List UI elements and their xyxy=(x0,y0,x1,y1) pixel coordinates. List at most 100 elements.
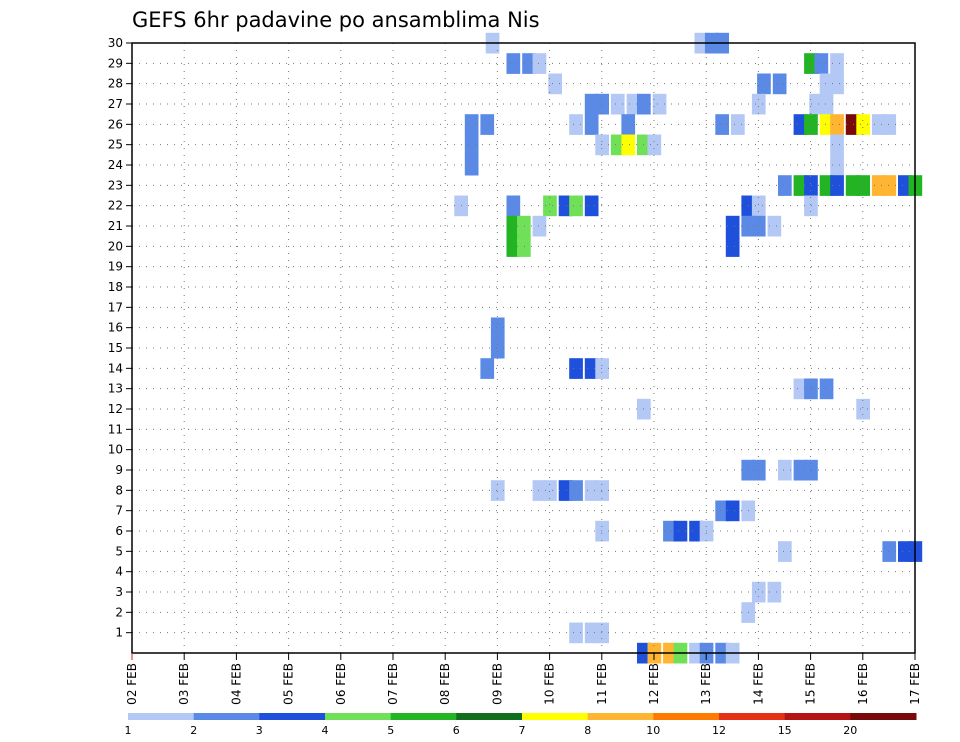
heatmap-cell xyxy=(490,337,505,359)
heatmap-cell xyxy=(793,378,808,400)
x-tick-label: 14 FEB xyxy=(751,663,765,705)
heatmap-cell xyxy=(772,73,787,95)
heatmap-cell xyxy=(517,236,531,257)
heatmap-cell xyxy=(584,114,599,135)
colorbar-label: 7 xyxy=(519,724,526,737)
heatmap-cell xyxy=(621,134,636,156)
y-axis: 1234567891011121314151617181920212223242… xyxy=(108,36,132,640)
y-tick-label: 3 xyxy=(115,585,123,599)
x-tick-label: 05 FEB xyxy=(282,663,296,705)
y-tick-label: 4 xyxy=(115,565,123,579)
x-tick-label: 08 FEB xyxy=(438,663,452,705)
colorbar-swatch xyxy=(587,713,654,720)
heatmap-cell xyxy=(830,73,844,95)
heatmap-cell xyxy=(490,317,505,339)
heatmap-cell xyxy=(610,93,625,115)
x-tick-label: 17 FEB xyxy=(908,663,922,705)
heatmap-cell xyxy=(830,114,844,135)
colorbar-label: 8 xyxy=(584,724,591,737)
y-tick-label: 15 xyxy=(108,341,123,355)
heatmap-cell xyxy=(464,154,479,176)
y-tick-label: 19 xyxy=(108,260,123,274)
y-tick-label: 20 xyxy=(108,239,123,253)
colorbar-swatch xyxy=(325,713,392,720)
heatmap-cell xyxy=(845,114,860,135)
heatmap-cell xyxy=(480,114,495,135)
heatmap-cell xyxy=(626,93,641,115)
y-tick-label: 13 xyxy=(108,382,123,396)
y-tick-label: 23 xyxy=(108,178,123,192)
y-tick-label: 2 xyxy=(115,605,123,619)
heatmap-cell xyxy=(647,134,662,156)
heatmap-cell xyxy=(856,114,870,135)
colorbar-label: 1 xyxy=(125,724,132,737)
x-axis: 02 FEB 03 FEB 04 FEB 05 FEB 06 FEB 07 FEB 08 F… xyxy=(125,653,922,705)
y-tick-label: 25 xyxy=(108,138,123,152)
colorbar-label: 6 xyxy=(453,724,460,737)
heatmap-cell xyxy=(584,358,599,379)
colorbar-swatch xyxy=(850,713,917,720)
heatmap-cell xyxy=(595,480,609,501)
colorbar-swatch xyxy=(522,713,589,720)
colorbar: 1 2 3 4 5 6 7 8 10 12 15 20 xyxy=(125,713,917,737)
heatmap-cell xyxy=(751,215,766,237)
heatmap-cell xyxy=(522,53,536,74)
heatmap-cell xyxy=(569,480,583,501)
colorbar-swatch xyxy=(259,713,326,720)
y-tick-label: 8 xyxy=(115,483,123,497)
x-tick-label: 09 FEB xyxy=(490,663,504,705)
x-tick-label: 16 FEB xyxy=(856,663,870,705)
heatmap-cell xyxy=(804,195,818,217)
x-tick-label: 03 FEB xyxy=(177,663,191,705)
heatmap-cell xyxy=(757,73,771,95)
heatmap-cell xyxy=(725,215,740,237)
heatmap-cell xyxy=(584,480,599,501)
y-tick-label: 14 xyxy=(108,361,123,375)
y-tick-label: 22 xyxy=(108,199,123,213)
colorbar-label: 15 xyxy=(778,724,792,737)
y-tick-label: 27 xyxy=(108,97,123,111)
y-tick-label: 11 xyxy=(108,422,123,436)
heatmap-cell xyxy=(506,195,521,217)
heatmap-cell xyxy=(506,236,521,257)
heatmap-cell xyxy=(715,114,729,135)
y-tick-label: 18 xyxy=(108,280,123,294)
heatmap-cell xyxy=(595,622,609,644)
heatmap-cell xyxy=(652,93,667,115)
heatmap-cell xyxy=(569,195,583,217)
y-tick-label: 12 xyxy=(108,402,123,416)
heatmap-cell xyxy=(569,622,583,644)
heatmap-cell xyxy=(595,358,609,379)
colorbar-label: 4 xyxy=(322,724,329,737)
heatmap-cell xyxy=(532,480,547,501)
y-tick-label: 24 xyxy=(108,158,123,172)
heatmap-cell xyxy=(725,236,740,257)
heatmap-cell xyxy=(673,520,688,542)
x-tick-label: 15 FEB xyxy=(804,663,818,705)
colorbar-label: 12 xyxy=(712,724,726,737)
heatmap-cell xyxy=(898,541,912,562)
heatmap-cell xyxy=(569,358,583,379)
heatmap-cell xyxy=(793,459,808,481)
colorbar-label: 20 xyxy=(843,724,857,737)
colorbar-swatch xyxy=(456,713,523,720)
heatmap-cell xyxy=(548,73,562,95)
heatmap-cell xyxy=(621,114,636,135)
heatmap-cell xyxy=(532,53,547,74)
heatmap-cell xyxy=(819,175,834,196)
heatmap-cell xyxy=(715,500,729,522)
y-tick-label: 28 xyxy=(108,77,123,91)
colorbar-swatch xyxy=(719,713,786,720)
heatmap-cell xyxy=(882,541,897,562)
chart-title: GEFS 6hr padavine po ansamblima Nis xyxy=(132,8,540,32)
heatmap-cell xyxy=(725,500,740,522)
heatmap-cell xyxy=(804,114,818,135)
heatmap-cell xyxy=(882,175,897,196)
y-tick-label: 17 xyxy=(108,300,123,314)
heatmap-cell xyxy=(464,134,479,156)
heatmap-cell xyxy=(814,53,829,74)
heatmap-cell xyxy=(731,114,745,135)
heatmap-cell xyxy=(856,175,870,196)
heatmap-cell xyxy=(558,480,573,501)
